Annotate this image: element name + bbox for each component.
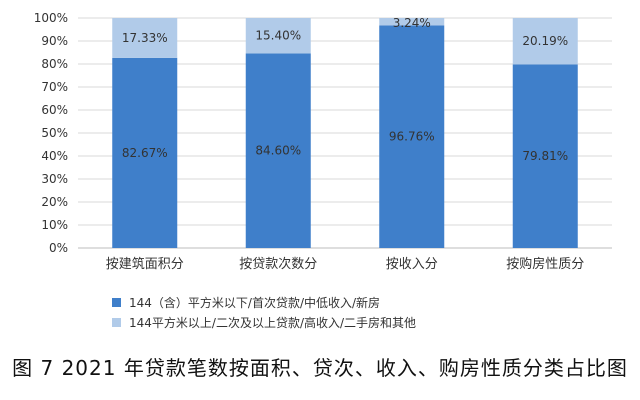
y-tick-label: 70% <box>41 80 68 94</box>
legend-label-series-2: 144平方米以上/二次及以上贷款/高收入/二手房和其他 <box>129 315 417 330</box>
figure-caption: 图 7 2021 年贷款笔数按面积、贷次、收入、购房性质分类占比图 <box>12 356 628 380</box>
data-label: 84.60% <box>255 144 301 158</box>
legend-swatch-series-1 <box>112 297 121 307</box>
bar-segment-series-2 <box>512 18 578 65</box>
data-label: 82.67% <box>122 146 168 160</box>
data-label: 15.40% <box>255 29 301 43</box>
legend-item-series-1: 144（含）平方米以下/首次贷款/中低收入/新房 <box>112 292 416 312</box>
y-tick-label: 80% <box>41 57 68 71</box>
legend-label-series-1: 144（含）平方米以下/首次贷款/中低收入/新房 <box>129 295 381 310</box>
bar-segment-series-1 <box>112 57 178 248</box>
y-tick-label: 30% <box>41 172 68 186</box>
y-tick-label: 0% <box>49 241 68 255</box>
x-tick-label: 按收入分 <box>386 257 438 272</box>
y-tick-label: 20% <box>41 195 68 209</box>
y-tick-label: 50% <box>41 126 68 140</box>
y-tick-label: 90% <box>41 34 68 48</box>
bar-segment-series-2 <box>245 18 311 54</box>
x-tick-label: 按购房性质分 <box>506 256 584 272</box>
legend-item-series-2: 144平方米以上/二次及以上贷款/高收入/二手房和其他 <box>112 312 416 332</box>
y-tick-label: 60% <box>41 103 68 117</box>
data-label: 20.19% <box>522 34 568 48</box>
stacked-bar-chart: 0% 10% 20% 30% 40% 50% 60% 70% 80% 90% 100% 82.67%… <box>34 11 612 272</box>
bar-segment-series-2 <box>379 18 445 26</box>
data-label: 79.81% <box>522 149 568 163</box>
y-tick-label: 40% <box>41 149 68 163</box>
data-label: 17.33% <box>122 31 168 45</box>
x-tick-label: 按建筑面积分 <box>106 256 184 272</box>
y-tick-label: 10% <box>41 218 68 232</box>
legend-swatch-series-2 <box>112 317 121 327</box>
y-tick-label: 100% <box>34 11 68 25</box>
data-label: 3.24% <box>393 16 431 30</box>
bar-segment-series-1 <box>245 53 311 248</box>
bar-segment-series-2 <box>112 18 178 58</box>
chart-legend: 144（含）平方米以下/首次贷款/中低收入/新房 144平方米以上/二次及以上贷… <box>112 292 416 332</box>
bar-segment-series-1 <box>512 64 578 248</box>
bar-segment-series-1 <box>379 25 445 249</box>
data-label: 96.76% <box>389 130 435 144</box>
x-tick-label: 按贷款次数分 <box>239 256 317 272</box>
